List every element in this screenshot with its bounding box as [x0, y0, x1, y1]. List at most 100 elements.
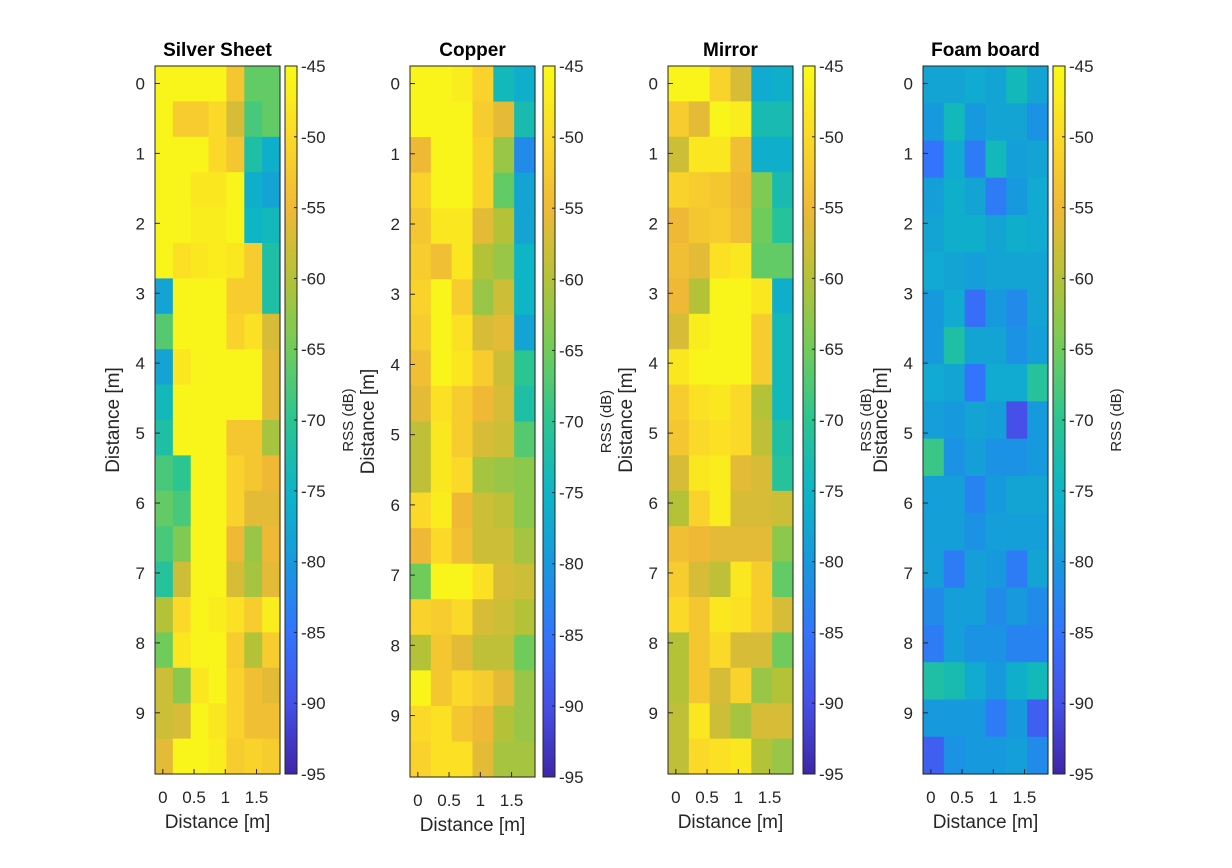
heatmap-cell — [943, 401, 966, 440]
y-tick-label: 1 — [391, 145, 400, 164]
heatmap-cell — [262, 738, 281, 775]
heatmap-cell — [688, 243, 711, 279]
heatmap-cell — [190, 420, 210, 456]
colorbar-tick-label: -90 — [819, 694, 844, 713]
plot-frame — [667, 65, 794, 775]
y-tick-label: 9 — [904, 704, 913, 723]
heatmap-cell — [410, 492, 432, 529]
heatmap-cell — [772, 420, 794, 456]
heatmap-cell — [1027, 699, 1049, 738]
heatmap-cell — [190, 278, 210, 315]
heatmap-cell — [688, 101, 711, 138]
heatmap-cell — [244, 420, 263, 456]
heatmap-cell — [514, 137, 536, 174]
heatmap-cell — [430, 492, 453, 529]
y-tick-label: 5 — [649, 424, 658, 443]
heatmap-cell — [1027, 140, 1049, 179]
heatmap-cell — [1027, 587, 1049, 626]
heatmap-cell — [772, 632, 794, 669]
heatmap-cell — [493, 563, 515, 600]
heatmap-cell — [430, 670, 453, 707]
heatmap-cell — [514, 563, 536, 600]
heatmap-cell — [155, 172, 174, 209]
heatmap-cell — [155, 243, 174, 279]
heatmap-cell — [430, 172, 453, 209]
heatmap-cell — [943, 587, 966, 626]
heatmap-cell — [493, 66, 515, 103]
heatmap-cell — [668, 632, 690, 669]
heatmap-cell — [668, 738, 690, 775]
colorbar-tick-label: -95 — [819, 765, 844, 784]
heatmap-cell — [226, 207, 245, 244]
heatmap-cell — [493, 492, 515, 529]
heatmap-cell — [472, 705, 494, 743]
x-axis-label: Distance [m] — [678, 812, 784, 833]
y-tick-label: 5 — [904, 424, 913, 443]
heatmap-cell — [688, 490, 711, 527]
x-axis-ticks: 0 0.5 1 1.5 — [413, 772, 523, 810]
heatmap-cell — [709, 667, 732, 704]
y-tick-label: 5 — [136, 424, 145, 443]
heatmap-cell — [155, 349, 174, 386]
heatmap-cell — [688, 207, 711, 244]
heatmap-cell — [262, 136, 281, 173]
heatmap-cell — [964, 587, 987, 626]
heatmap-cell — [410, 279, 432, 316]
heatmap-cell — [155, 313, 174, 350]
colorbar-tick-label: -95 — [559, 768, 584, 787]
y-tick-label: 7 — [649, 564, 658, 583]
heatmap-cell — [451, 528, 474, 565]
y-tick-label: 9 — [649, 704, 658, 723]
heatmap-cell — [923, 66, 945, 104]
x-tick-label: 0.5 — [695, 788, 719, 807]
heatmap-cell — [155, 66, 174, 102]
heatmap-cell — [190, 632, 210, 669]
heatmap-cell — [772, 384, 794, 421]
heatmap-cell — [472, 243, 494, 280]
heatmap-cell — [1027, 550, 1049, 589]
heatmap-cell — [1027, 215, 1049, 253]
heatmap-cell — [172, 313, 192, 350]
heatmap-cell — [172, 703, 192, 740]
heatmap-cell — [226, 278, 245, 315]
heatmap-cell — [430, 599, 453, 636]
heatmap-cell — [709, 703, 732, 740]
heatmap-cell — [172, 632, 192, 669]
colorbar-tick-label: -45 — [1069, 57, 1094, 76]
heatmap-cell — [772, 66, 794, 102]
heatmap-cell — [751, 349, 773, 386]
heatmap-cell — [514, 492, 536, 529]
y-tick-label: 6 — [391, 496, 400, 515]
colorbar-tick-label: -70 — [1069, 411, 1094, 430]
y-tick-label: 2 — [136, 214, 145, 233]
x-tick-label: 0 — [158, 788, 167, 807]
heatmap-cell — [172, 738, 192, 775]
heatmap-cells — [410, 66, 536, 778]
heatmap-cell — [262, 561, 281, 598]
heatmap-cells — [668, 66, 794, 775]
colorbar-tick-label: -60 — [301, 269, 326, 288]
heatmap-cell — [1006, 289, 1028, 328]
colorbar-tick-label: -95 — [1069, 765, 1094, 784]
y-tick-label: 6 — [904, 494, 913, 513]
colorbar-tick-label: -70 — [559, 413, 584, 432]
heatmap-cell — [226, 597, 245, 633]
heatmap-cell — [226, 101, 245, 138]
heatmap-cell — [730, 420, 752, 456]
y-axis-label: Distance [m] — [103, 367, 124, 473]
heatmap-cell — [226, 243, 245, 279]
heatmap-cell — [923, 662, 945, 701]
heatmap-cell — [244, 738, 263, 775]
heatmap-cell — [493, 599, 515, 636]
heatmap-cell — [410, 101, 432, 138]
heatmap-cell — [262, 66, 281, 102]
heatmap-cell — [190, 172, 210, 209]
heatmap-cell — [430, 421, 453, 458]
heatmap-cell — [985, 550, 1007, 589]
heatmap-cell — [964, 103, 987, 142]
heatmap-cell — [751, 632, 773, 669]
x-tick-label: 1 — [734, 788, 743, 807]
heatmap-cell — [514, 243, 536, 280]
heatmap-cell — [172, 66, 192, 102]
heatmap-cell — [668, 561, 690, 598]
